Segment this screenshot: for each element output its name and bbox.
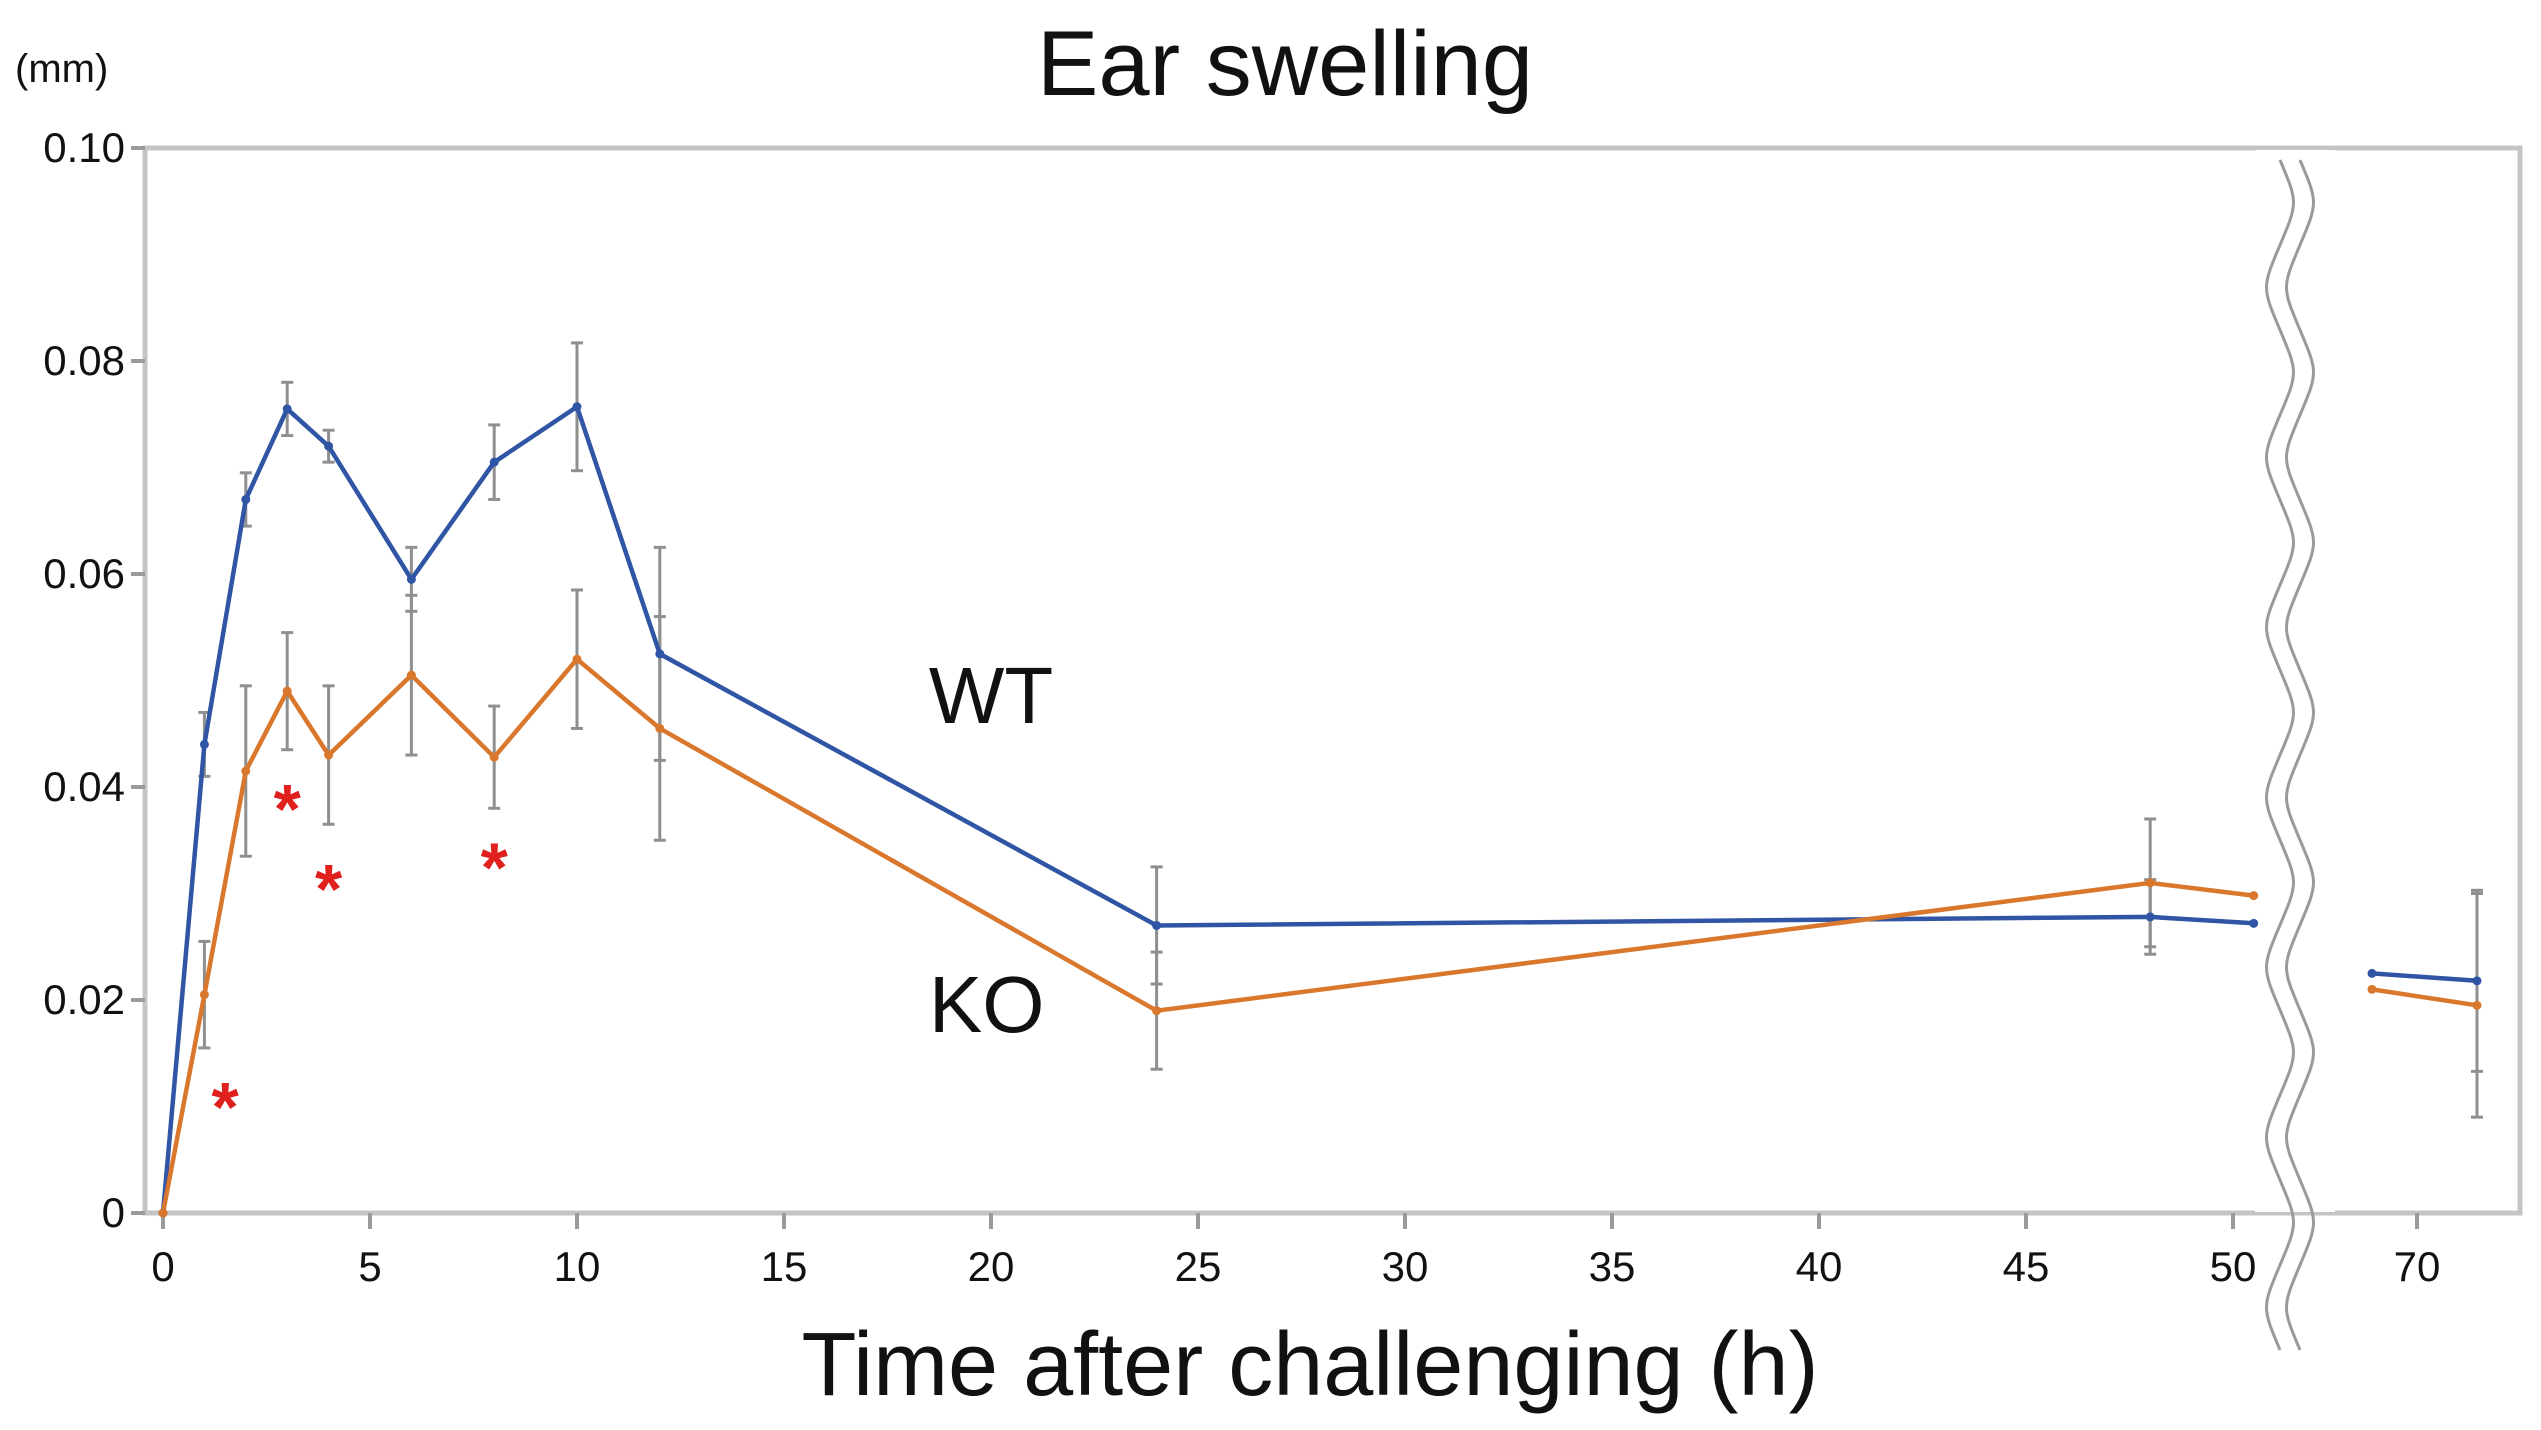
x-tick-label: 10 (554, 1243, 601, 1290)
x-tick-label: 25 (1175, 1243, 1222, 1290)
ko-data-point (2367, 984, 2377, 994)
x-tick-label: 70 (2394, 1243, 2441, 1290)
ko-data-point (572, 654, 582, 664)
wt-data-point (406, 574, 416, 584)
y-axis-unit-label: (mm) (15, 47, 108, 91)
significance-asterisk: * (211, 1068, 239, 1146)
ko-series-line (2371, 987, 2478, 1008)
wt-data-point (282, 404, 292, 414)
y-tick-label: 0.08 (43, 337, 125, 384)
wt-data-point (489, 457, 499, 467)
y-tick-label: 0.02 (43, 976, 125, 1023)
y-tick-label: 0 (102, 1189, 125, 1236)
x-tick-label: 35 (1589, 1243, 1636, 1290)
ko-data-point (1152, 1006, 1162, 1016)
wt-data-point (241, 494, 251, 504)
ko-data-point (489, 752, 499, 762)
wt-data-point (572, 402, 582, 412)
plot-frame (142, 145, 2523, 1216)
x-tick-label: 40 (1796, 1243, 1843, 1290)
wt-data-point (2249, 918, 2259, 928)
x-tick-label: 15 (761, 1243, 808, 1290)
wt-data-point (324, 441, 334, 451)
wt-data-point (2472, 976, 2482, 986)
series-lines (160, 403, 2478, 1214)
significance-asterisk: * (481, 829, 509, 907)
significance-markers: *** * (211, 770, 508, 1146)
x-tick-label: 0 (151, 1243, 174, 1290)
x-tick-label: 45 (2003, 1243, 2050, 1290)
axis-break-wave (2285, 159, 2315, 1351)
y-tick-label: 0.06 (43, 550, 125, 597)
ko-data-point (655, 723, 665, 733)
x-tick-label: 5 (358, 1243, 381, 1290)
ko-data-point (2145, 878, 2155, 888)
series-labels: WT KO (929, 651, 1053, 1049)
ko-data-point (158, 1208, 168, 1218)
wt-data-point (199, 739, 209, 749)
y-tick-label: 0.04 (43, 763, 125, 810)
significance-asterisk: * (315, 850, 343, 928)
wt-series-line (2371, 971, 2478, 984)
ko-data-point (2249, 891, 2259, 901)
wt-data-point (1152, 920, 1162, 930)
ko-data-point (199, 990, 209, 1000)
ko-series-line (160, 656, 2254, 1214)
ko-series-label: KO (929, 960, 1045, 1049)
ko-data-point (406, 670, 416, 680)
ko-data-point (324, 750, 334, 760)
x-axis-ticks: 0 5 10 15 20 25 30 35 40 45 50 70 (151, 1213, 2440, 1290)
significance-asterisk: * (274, 770, 302, 848)
chart-title: Ear swelling (1037, 13, 1533, 115)
x-axis-title: Time after challenging (h) (801, 1315, 1818, 1415)
axis-break-wave (2265, 159, 2295, 1351)
ko-data-point (2472, 1000, 2482, 1010)
wt-data-point (655, 649, 665, 659)
y-tick-label: 0.10 (43, 124, 125, 171)
x-tick-label: 30 (1382, 1243, 1429, 1290)
y-axis-ticks: 0 0.02 0.04 0.06 0.08 0.10 (43, 124, 145, 1236)
x-tick-label: 50 (2210, 1243, 2257, 1290)
ko-data-point (282, 686, 292, 696)
x-tick-label: 20 (968, 1243, 1015, 1290)
error-bars (198, 341, 2483, 1119)
data-points (158, 402, 2482, 1218)
wt-data-point (2145, 912, 2155, 922)
wt-series-label: WT (929, 651, 1053, 740)
wt-data-point (2367, 968, 2377, 978)
axis-break-gap (2255, 150, 2335, 1212)
axis-break-mark (2255, 150, 2335, 1351)
ko-data-point (241, 766, 251, 776)
wt-series-line (160, 403, 2254, 1214)
